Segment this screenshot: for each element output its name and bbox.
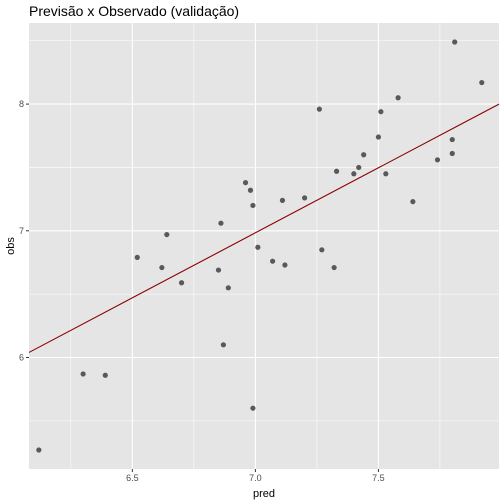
data-point xyxy=(383,171,389,177)
data-point xyxy=(395,95,401,101)
data-point xyxy=(279,197,286,203)
data-point xyxy=(270,258,276,264)
data-point xyxy=(80,371,86,377)
y-tick-label: 6 xyxy=(19,353,24,363)
x-tick-label: 7.0 xyxy=(249,473,262,483)
data-point xyxy=(378,109,384,115)
y-axis-ticks: 6 7 8 xyxy=(19,99,29,363)
data-point xyxy=(351,171,357,177)
data-point xyxy=(333,168,340,174)
data-point xyxy=(449,136,455,143)
data-point xyxy=(410,199,416,205)
plot-panel xyxy=(29,23,499,469)
data-point xyxy=(134,254,140,261)
data-point xyxy=(479,79,485,86)
data-point xyxy=(36,447,42,453)
data-point xyxy=(375,134,382,140)
data-point xyxy=(250,202,256,209)
data-point xyxy=(331,264,337,271)
x-axis-ticks: 6.5 7.0 7.5 xyxy=(126,469,385,483)
data-points xyxy=(36,39,485,453)
data-point xyxy=(356,164,362,171)
data-point xyxy=(220,342,226,348)
minor-gridlines xyxy=(29,23,499,469)
data-point xyxy=(247,187,254,193)
data-point xyxy=(302,195,308,201)
data-point xyxy=(434,157,441,163)
data-point xyxy=(282,262,288,268)
data-point xyxy=(215,267,222,273)
data-point xyxy=(164,231,170,238)
data-point xyxy=(178,280,185,286)
data-point xyxy=(449,150,455,157)
data-point xyxy=(242,180,249,186)
y-tick-label: 8 xyxy=(19,99,24,109)
y-axis-title: obs xyxy=(5,237,17,255)
fit-line xyxy=(28,103,500,353)
x-tick-label: 7.5 xyxy=(372,473,385,483)
y-tick-label: 7 xyxy=(19,226,24,236)
data-point xyxy=(316,106,322,112)
data-point xyxy=(452,39,458,45)
data-point xyxy=(319,247,325,253)
data-point xyxy=(159,264,165,271)
data-point xyxy=(255,244,261,250)
data-point xyxy=(361,152,367,158)
data-point xyxy=(218,220,224,226)
x-axis-title: pred xyxy=(253,488,275,500)
chart-title: Previsão x Observado (validação) xyxy=(29,3,239,19)
data-point xyxy=(102,372,108,378)
data-point xyxy=(225,285,231,291)
data-point xyxy=(250,405,256,411)
x-tick-label: 6.5 xyxy=(126,473,139,483)
major-gridlines xyxy=(29,23,499,469)
